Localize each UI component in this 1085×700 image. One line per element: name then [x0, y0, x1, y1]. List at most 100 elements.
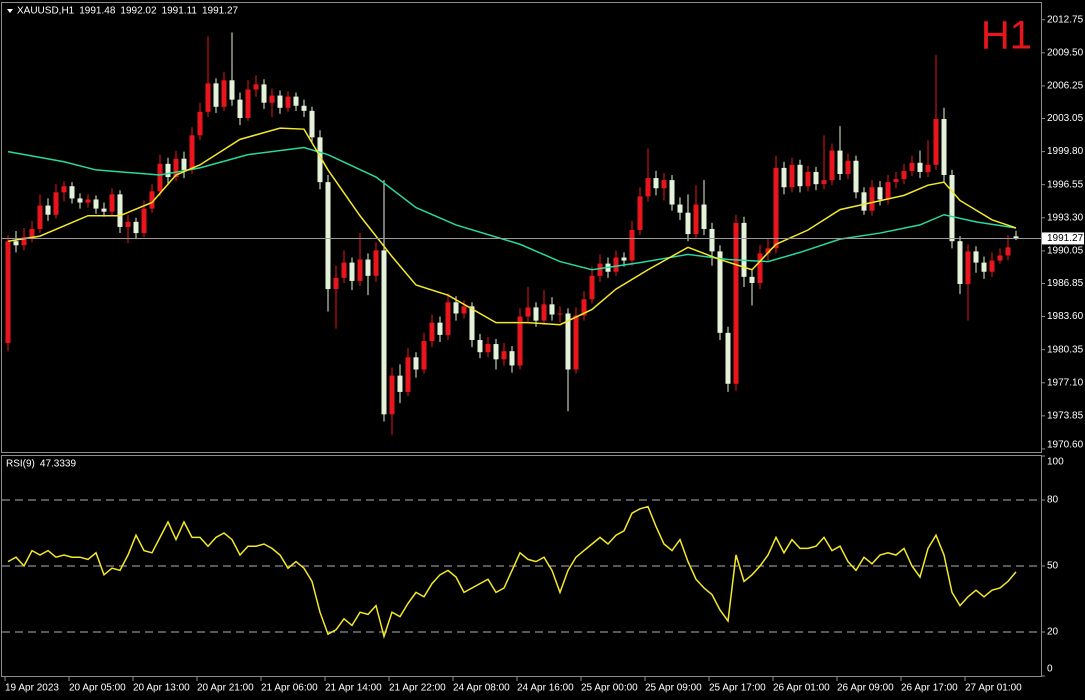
candle-body: [341, 262, 347, 278]
candle-body: [997, 255, 1003, 261]
y-tick-label: 100: [1047, 457, 1064, 468]
rsi-line: [7, 505, 1017, 640]
candle-body: [933, 119, 939, 165]
candle-body: [493, 344, 499, 360]
candle-body: [453, 302, 459, 314]
candle-body: [885, 182, 891, 200]
candle-body: [37, 205, 43, 229]
candle-body: [133, 221, 139, 234]
candle-body: [149, 191, 155, 209]
current-price-label: 1991.27: [1047, 233, 1084, 244]
candle-body: [413, 357, 419, 370]
candle-body: [301, 105, 307, 111]
candle-body: [861, 192, 867, 211]
candle-body: [813, 171, 819, 185]
candle-body: [693, 204, 699, 235]
y-tick-label: 1999.80: [1047, 146, 1084, 157]
x-tick-label: 21 Apr 06:00: [261, 683, 318, 694]
x-tick-label: 20 Apr 21:00: [197, 683, 254, 694]
candle-body: [29, 228, 35, 238]
candle-body: [909, 162, 915, 171]
y-tick-label: 80: [1047, 495, 1059, 506]
candle-body: [325, 182, 331, 290]
candle-body: [205, 83, 211, 112]
menu-arrow: [7, 9, 13, 13]
x-tick-label: 25 Apr 09:00: [645, 683, 702, 694]
candle-body: [5, 241, 11, 344]
candle-body: [845, 160, 851, 174]
candle-body: [245, 89, 251, 118]
y-tick-label: 1993.30: [1047, 212, 1084, 223]
candle-body: [549, 304, 555, 315]
candle-body: [653, 178, 659, 189]
x-tick-label: 21 Apr 22:00: [389, 683, 446, 694]
candle-body: [293, 96, 299, 106]
candle-body: [365, 259, 371, 276]
candle-body: [581, 299, 587, 316]
x-tick-label: 19 Apr 2023: [5, 683, 59, 694]
candle-body: [237, 99, 243, 118]
candle-body: [773, 167, 779, 249]
candle-body: [917, 162, 923, 172]
candle-body: [469, 306, 475, 340]
candle-body: [405, 357, 411, 392]
candle-body: [157, 163, 163, 192]
candle-body: [957, 241, 963, 284]
y-tick-label: 1970.60: [1047, 440, 1084, 451]
candle-body: [597, 263, 603, 276]
candle-body: [501, 351, 507, 360]
candle-body: [533, 307, 539, 321]
candle-body: [901, 170, 907, 180]
candle-body: [125, 221, 131, 227]
candle-body: [741, 222, 747, 277]
candle-body: [437, 322, 443, 335]
candle-body: [717, 251, 723, 333]
candle-body: [509, 351, 515, 366]
candle-body: [189, 135, 195, 170]
y-tick-label: 2003.05: [1047, 113, 1084, 124]
candle-body: [765, 248, 771, 254]
candle-body: [981, 262, 987, 272]
candle-body: [893, 179, 899, 183]
candle-body: [637, 196, 643, 230]
candle-body: [725, 332, 731, 384]
header-close: 1991.27: [202, 6, 239, 17]
y-tick-label: 2009.50: [1047, 47, 1084, 58]
candle-body: [541, 304, 547, 321]
x-tick-label: 26 Apr 01:00: [773, 683, 830, 694]
candle-body: [421, 341, 427, 370]
candle-body: [253, 84, 259, 90]
candle-body: [333, 277, 339, 290]
x-tick-label: 24 Apr 08:00: [453, 683, 510, 694]
x-tick-label: 27 Apr 01:00: [965, 683, 1022, 694]
candle-body: [69, 186, 75, 199]
candle-body: [925, 164, 931, 172]
candle-body: [485, 344, 491, 353]
y-tick-label: 1990.05: [1047, 246, 1084, 257]
candle-body: [165, 163, 171, 178]
candle-body: [989, 260, 995, 272]
candle-body: [645, 178, 651, 197]
x-tick-label: 20 Apr 05:00: [69, 683, 126, 694]
candle-body: [525, 307, 531, 317]
candle-body: [709, 228, 715, 252]
candle-body: [677, 204, 683, 213]
x-tick-label: 26 Apr 17:00: [901, 683, 958, 694]
y-tick-label: 1977.10: [1047, 377, 1084, 388]
candle-body: [1013, 236, 1019, 239]
candle-body: [669, 180, 675, 205]
x-tick-label: 24 Apr 16:00: [517, 683, 574, 694]
candle-body: [797, 164, 803, 187]
y-tick-label: 0: [1047, 664, 1053, 675]
candle-body: [445, 302, 451, 335]
indicator-title: RSI(9): [6, 459, 35, 470]
candle-body: [949, 175, 955, 242]
y-tick-label: 1986.85: [1047, 278, 1084, 289]
candle-body: [829, 150, 835, 181]
candle-body: [701, 204, 707, 229]
x-tick-label: 25 Apr 00:00: [581, 683, 638, 694]
candle-body: [261, 84, 267, 103]
candle-body: [749, 276, 755, 283]
